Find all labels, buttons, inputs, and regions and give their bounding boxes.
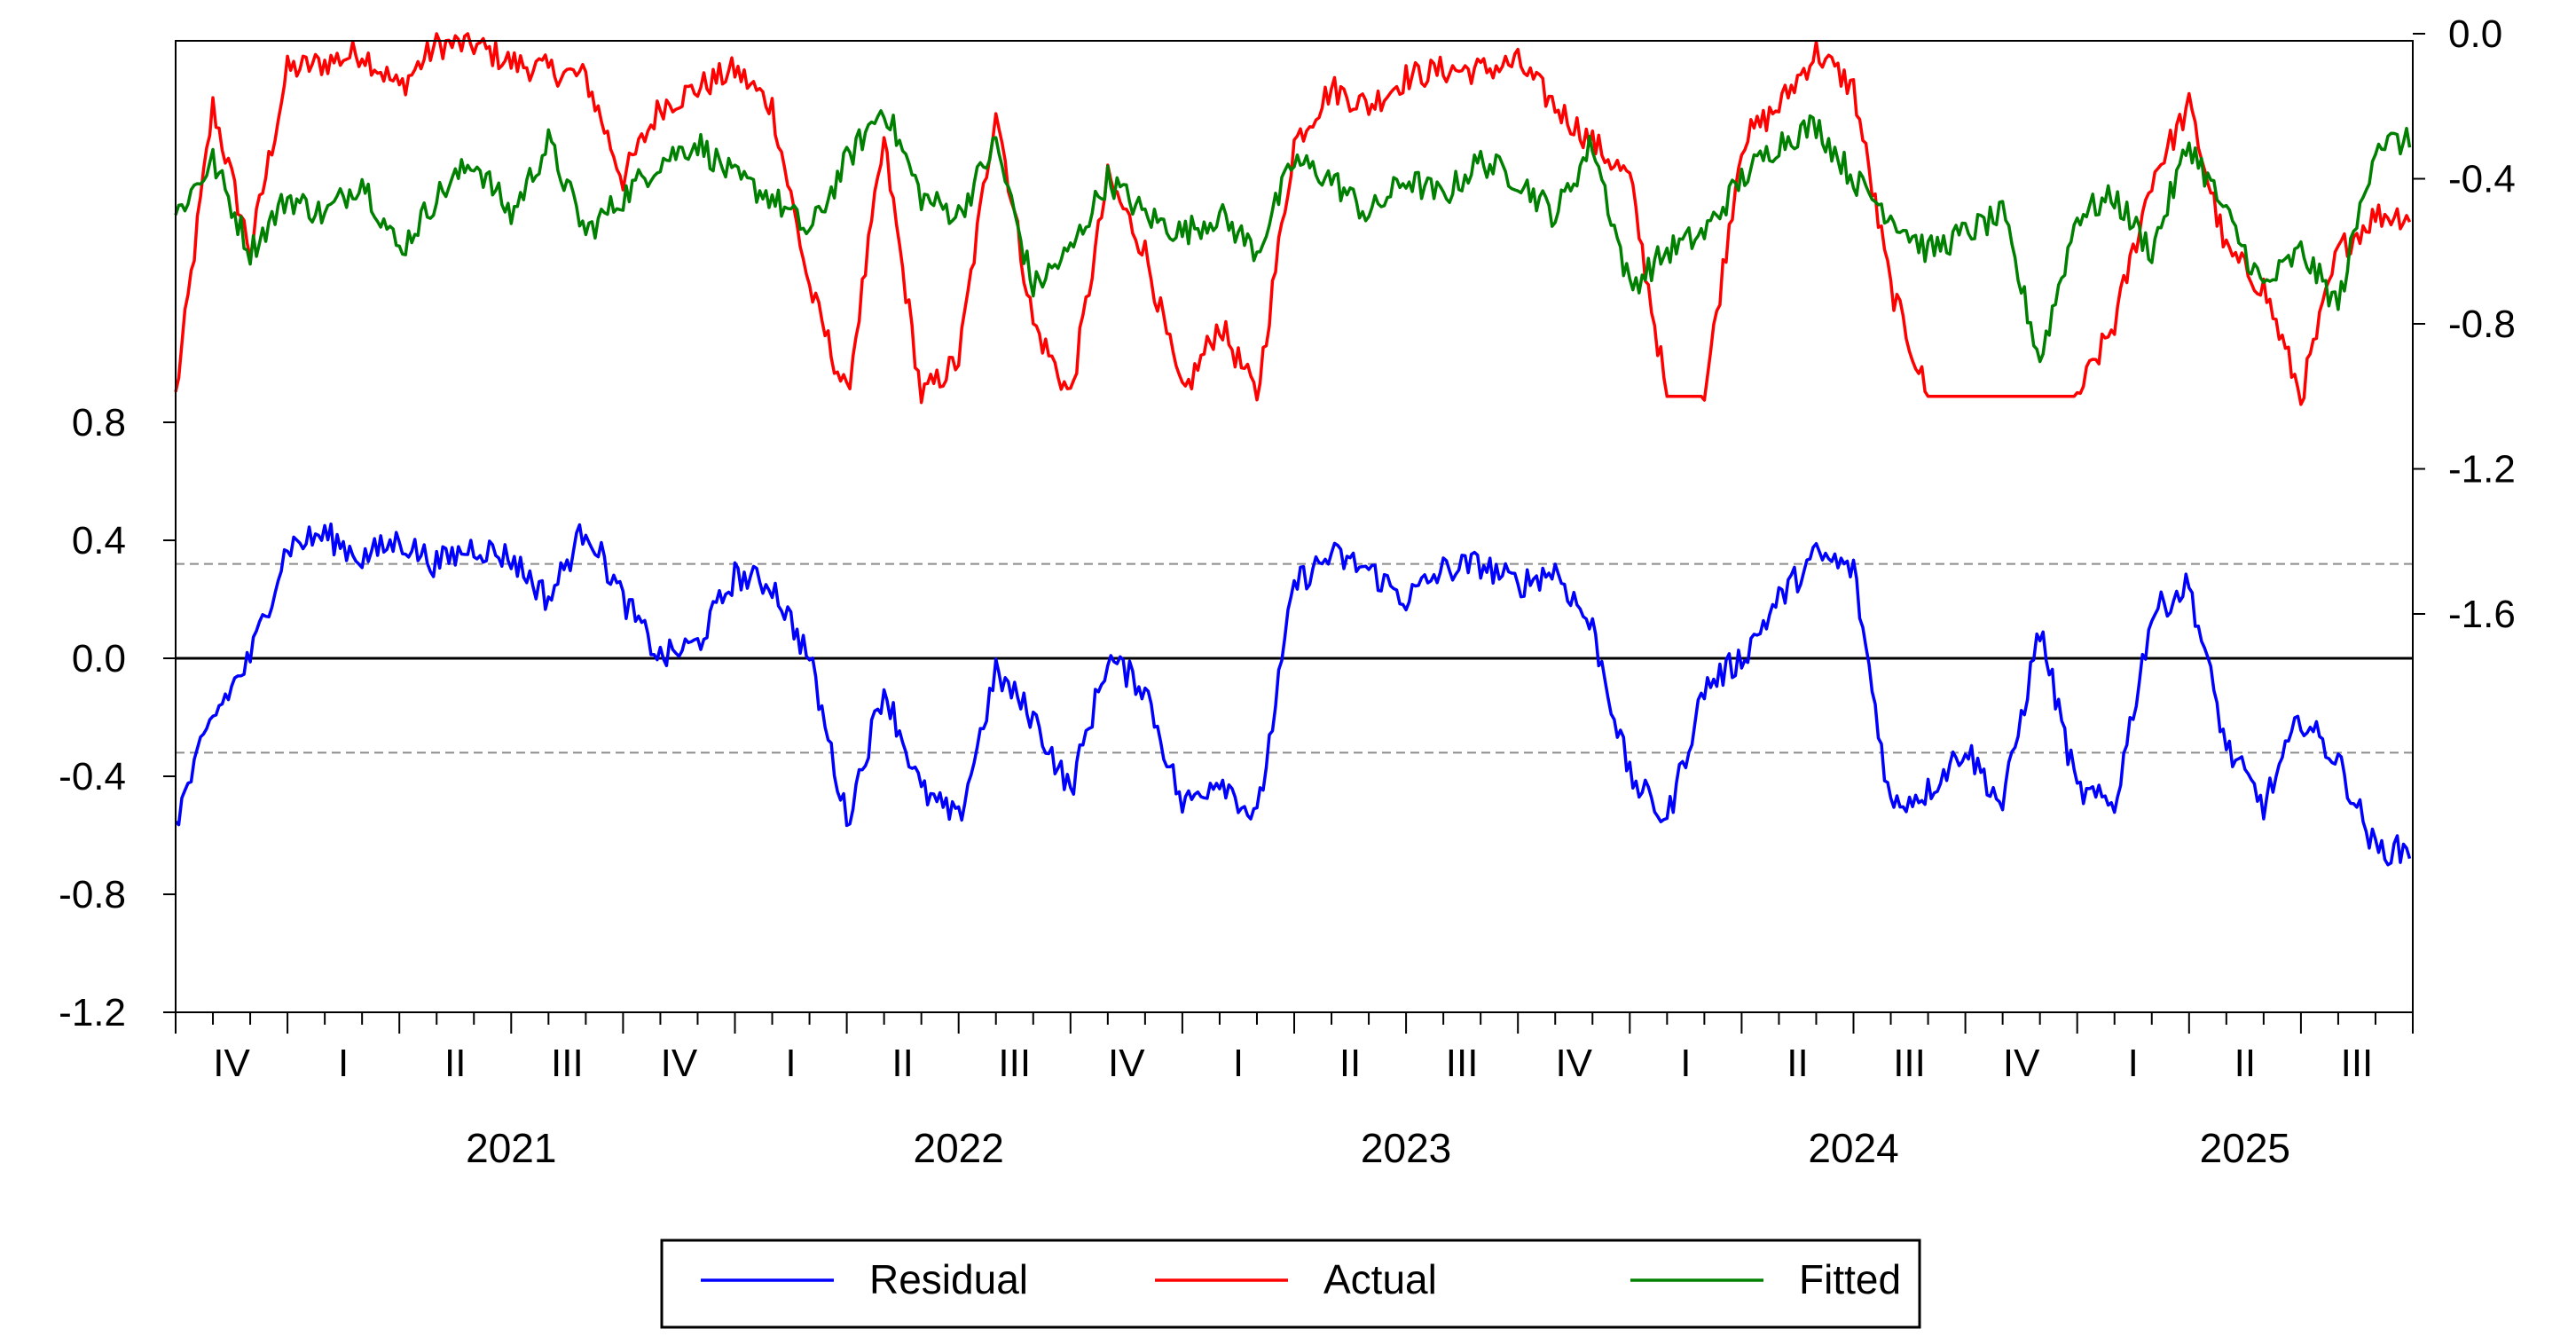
quarter-label: I [1680,1042,1691,1085]
series-line-actual [174,32,2412,406]
left-tick-label: 0.0 [72,637,126,680]
quarter-label: III [2341,1042,2374,1085]
reference-lines [176,562,2413,754]
quarter-label: II [1339,1042,1361,1085]
quarter-label: III [1446,1042,1479,1085]
year-label: 2024 [1808,1125,1898,1171]
right-tick-label: -1.6 [2448,593,2516,636]
quarter-label: I [2128,1042,2139,1085]
left-tick-label: 0.8 [72,401,126,444]
legend-label-residual: Residual [869,1256,1028,1302]
axes-layer: 0.8 0.4 0.0 -0.4 -0.8 -1.2 0.0 -0.4 -0.8 -1.2 -1.6… [59,12,2516,1171]
quarter-label: IV [1108,1042,1145,1085]
left-tick-label: -1.2 [59,991,126,1034]
quarter-label: I [1233,1042,1244,1085]
legend-label-fitted: Fitted [1799,1256,1901,1302]
plot-frame [175,40,2414,1013]
quarter-label: III [998,1042,1031,1085]
quarter-label: IV [1555,1042,1592,1085]
series-layer [174,32,2412,867]
left-tick-label: -0.4 [59,755,126,798]
year-label: 2022 [914,1125,1004,1171]
quarter-label: II [1787,1042,1808,1085]
quarter-label: II [891,1042,913,1085]
quarter-label: IV [661,1042,698,1085]
year-label: 2025 [2200,1125,2290,1171]
right-tick-label: -0.8 [2448,303,2516,346]
quarter-label: IV [213,1042,250,1085]
legend: Residual Actual Fitted [660,1239,1921,1329]
right-tick-label: 0.0 [2448,12,2502,56]
legend-box [660,1239,1921,1329]
quarter-label: II [2234,1042,2256,1085]
left-tick-label: -0.8 [59,873,126,916]
legend-label-actual: Actual [1323,1256,1437,1302]
right-tick-label: -1.2 [2448,448,2516,492]
right-tick-label: -0.4 [2448,158,2516,201]
series-line-residual [174,522,2412,867]
series-line-fitted [174,109,2412,364]
quarter-label: IV [2003,1042,2040,1085]
quarter-label: II [444,1042,466,1085]
quarter-label: I [338,1042,349,1085]
year-label: 2023 [1361,1125,1451,1171]
year-label: 2021 [466,1125,556,1171]
quarter-label: III [1893,1042,1926,1085]
quarter-label: III [551,1042,584,1085]
quarter-label: I [785,1042,796,1085]
left-tick-label: 0.4 [72,519,126,562]
